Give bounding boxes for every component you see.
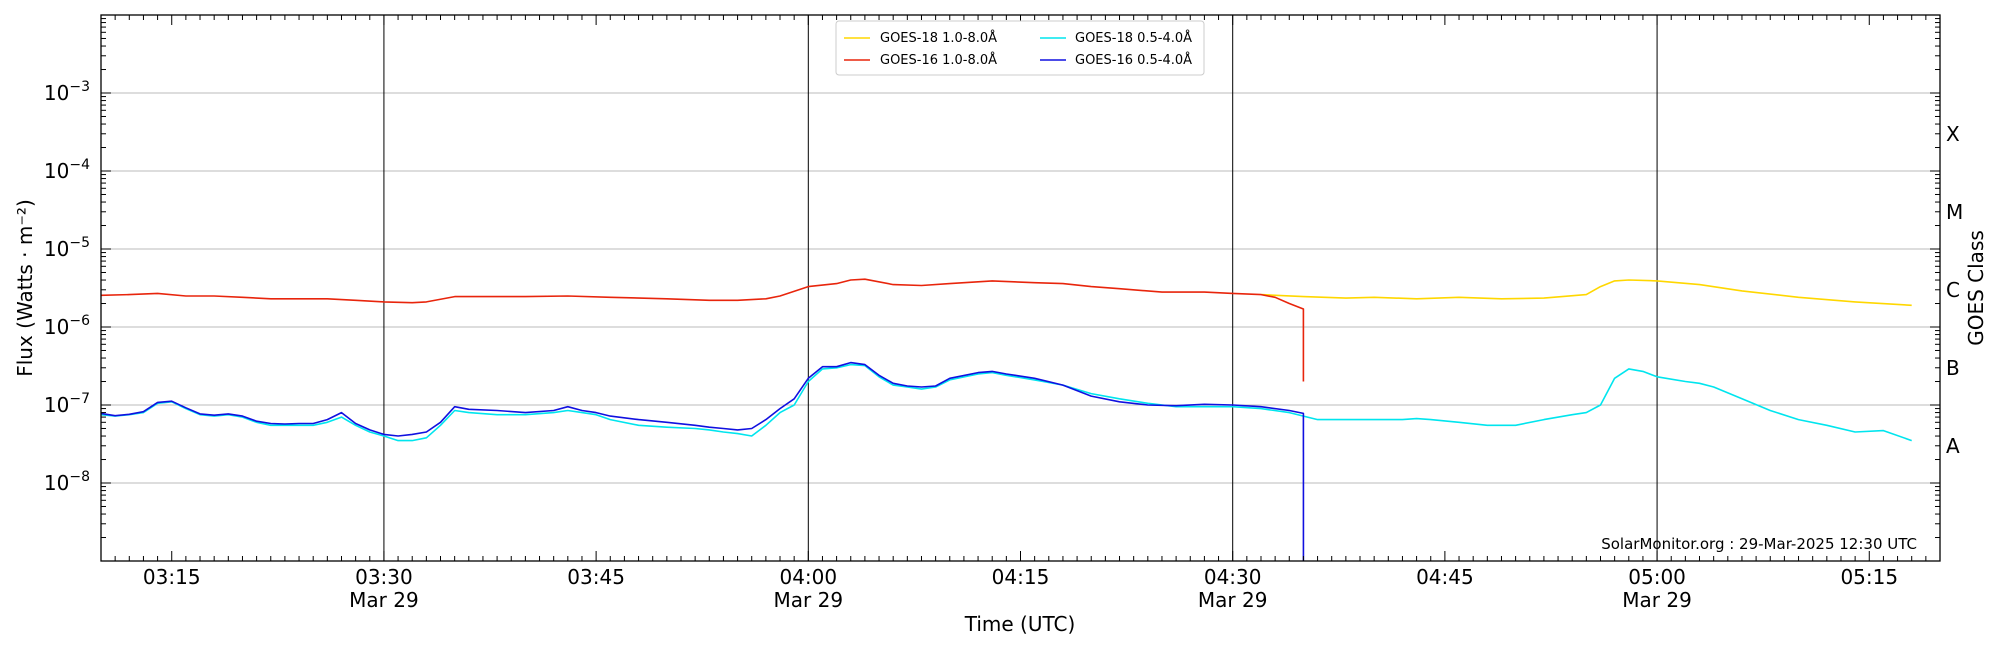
series-line-2 [100,363,1912,442]
series-lines [100,278,1912,561]
y-tick-label: 10−3 [44,79,90,105]
y-axis-title: Flux (Watts · m⁻²) [13,199,37,377]
legend-label-goes16-long: GOES-16 1.0-8.0Å [880,52,997,68]
y-tick-label: 10−4 [44,157,90,183]
goes-class-label: X [1946,122,1960,146]
x-tick-label: 04:15 [992,565,1050,589]
goes-class-label: A [1946,434,1960,458]
axis-ticks [100,15,1941,562]
x-tick-sublabel: Mar 29 [1622,588,1692,612]
legend-box [835,20,1205,76]
x-tick-label: 04:00 [779,565,837,589]
legend-label-goes18-long: GOES-18 1.0-8.0Å [880,30,997,46]
x-tick-label: 03:45 [567,565,625,589]
x-tick-sublabel: Mar 29 [774,588,844,612]
grid-lines [101,15,1940,561]
x-axis-title: Time (UTC) [964,612,1076,636]
series-line-3 [100,361,1305,452]
goes-class-label: M [1946,200,1963,224]
x-tick-label: 04:45 [1416,565,1474,589]
legend: GOES-18 1.0-8.0Å GOES-16 1.0-8.0Å GOES-1… [835,20,1205,76]
y-axis-title-right: GOES Class [1964,230,1988,346]
legend-label-goes18-short: GOES-18 0.5-4.0Å [1075,30,1192,46]
y-tick-label: 10−8 [44,469,90,495]
plot-frame [100,14,1941,562]
x-tick-label: 03:15 [143,565,201,589]
series-line-0 [1260,279,1912,307]
y-tick-label: 10−7 [44,391,90,417]
y-tick-label: 10−5 [44,235,90,261]
credit-text: SolarMonitor.org : 29-Mar-2025 12:30 UTC [1601,535,1917,553]
legend-label-goes16-short: GOES-16 0.5-4.0Å [1075,52,1192,68]
x-tick-label: 03:30 [355,565,413,589]
x-tick-sublabel: Mar 29 [349,588,419,612]
goes-class-label: B [1946,356,1960,380]
x-tick-label: 05:00 [1628,565,1686,589]
series-line-1 [100,278,1305,382]
goes-class-label: C [1946,278,1960,302]
x-tick-label: 05:15 [1840,565,1898,589]
x-tick-sublabel: Mar 29 [1198,588,1268,612]
x-tick-label: 04:30 [1204,565,1262,589]
y-tick-label: 10−6 [44,313,90,339]
